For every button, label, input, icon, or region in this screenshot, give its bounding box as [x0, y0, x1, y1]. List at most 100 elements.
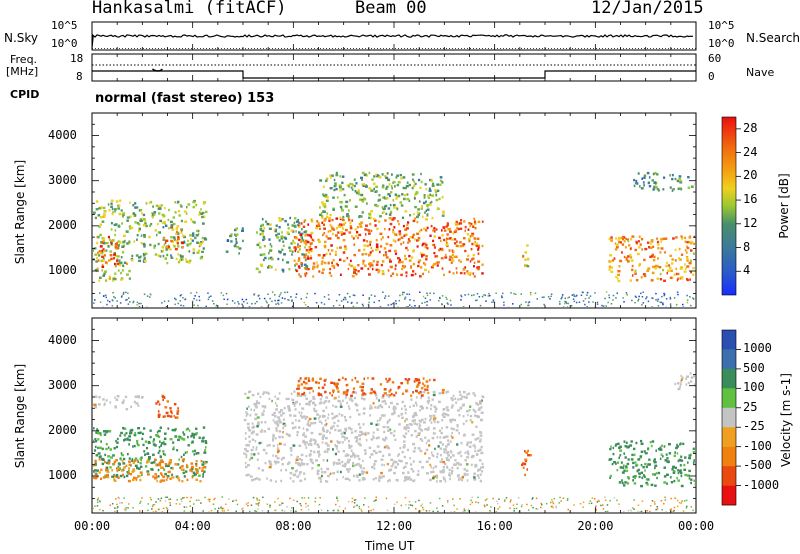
velocity-cell: [674, 466, 677, 470]
velocity-cell: [472, 408, 475, 411]
power-cell: [631, 274, 634, 277]
power-cell: [660, 238, 664, 241]
velocity-cell: [274, 415, 277, 418]
velocity-cell: [685, 383, 688, 386]
power-cell: [353, 271, 356, 274]
velocity-cell: [315, 440, 317, 443]
power-cell: [483, 294, 485, 296]
velocity-cell: [274, 395, 276, 398]
velocity-cell: [689, 372, 692, 375]
power-cell: [481, 272, 484, 275]
power-cell: [395, 197, 398, 200]
power-cell: [96, 257, 98, 260]
power-cell: [543, 296, 545, 298]
velocity-cell: [688, 477, 691, 480]
power-cell: [394, 185, 396, 188]
velocity-cell: [447, 500, 449, 502]
velocity-cell: [183, 510, 186, 512]
power-cell: [384, 204, 388, 208]
power-cell: [195, 299, 198, 301]
power-cell: [353, 178, 356, 181]
velocity-cell: [386, 394, 389, 397]
power-cell: [635, 179, 638, 183]
power-cell: [265, 300, 267, 302]
power-cell: [185, 258, 187, 261]
velocity-cell: [262, 392, 265, 396]
velocity-cell: [476, 474, 480, 477]
velocity-cell: [473, 472, 476, 475]
velocity-cell: [172, 446, 175, 449]
power-cell: [300, 222, 303, 225]
velocity-cell: [326, 459, 329, 462]
velocity-cell: [144, 440, 148, 443]
power-cell: [328, 216, 331, 220]
velocity-cell: [337, 441, 341, 444]
power-cell: [455, 244, 458, 248]
power-cell: [281, 231, 283, 234]
velocity-cell: [621, 466, 625, 469]
velocity-cell: [191, 433, 194, 437]
velocity-cell: [499, 506, 501, 508]
power-cell: [162, 249, 165, 253]
power-cell: [315, 226, 319, 230]
velocity-cell: [480, 411, 484, 414]
power-cell: [388, 217, 392, 220]
power-cell: [441, 214, 445, 217]
power-cell: [359, 215, 363, 218]
velocity-cell: [290, 453, 293, 457]
velocity-cell: [265, 452, 268, 455]
power-cell: [645, 297, 647, 300]
velocity-cell: [241, 508, 243, 510]
velocity-cell: [247, 473, 250, 477]
velocity-cell: [361, 382, 365, 385]
velocity-cell: [336, 497, 338, 500]
power-cell: [119, 199, 122, 202]
velocity-cell: [113, 462, 115, 466]
power-cell: [507, 306, 510, 307]
power-cell: [369, 251, 372, 254]
power-cell: [296, 245, 300, 249]
power-cell: [287, 227, 290, 230]
velocity-cell: [473, 409, 476, 412]
power-cell: [303, 219, 307, 222]
power-cell: [659, 278, 663, 281]
velocity-cell: [429, 463, 432, 467]
velocity-cell: [672, 466, 675, 469]
velocity-cell: [113, 478, 116, 481]
velocity-cell: [278, 418, 281, 422]
velocity-cell: [222, 507, 225, 510]
velocity-cell: [388, 479, 391, 482]
velocity-cell: [322, 429, 326, 433]
velocity-cell: [127, 471, 130, 475]
velocity-cell: [163, 479, 166, 482]
velocity-cell: [331, 509, 334, 512]
velocity-cell: [385, 497, 388, 500]
power-cell: [669, 186, 672, 189]
power-cell: [435, 194, 438, 197]
power-cell: [524, 264, 527, 267]
power-cell: [309, 248, 313, 251]
velocity-cell: [560, 500, 562, 502]
power-cell: [373, 187, 375, 191]
power-cell: [365, 184, 368, 187]
power-cell: [121, 245, 125, 248]
velocity-cell: [640, 471, 644, 474]
velocity-cell: [204, 462, 207, 465]
power-cell: [337, 264, 339, 267]
power-cell: [622, 238, 624, 241]
velocity-colorbar-label: Velocity [m s-1]: [779, 373, 793, 467]
power-cell: [350, 264, 353, 268]
power-cell: [256, 243, 260, 247]
power-cell: [616, 243, 619, 246]
power-cell: [303, 267, 307, 270]
power-cell: [375, 243, 379, 246]
velocity-cell: [403, 404, 406, 408]
velocity-cell: [121, 453, 124, 457]
power-cell: [93, 258, 95, 261]
power-cell: [114, 272, 117, 275]
power-cell: [406, 197, 410, 201]
velocity-cell: [473, 476, 476, 479]
velocity-colorbar-tick-label: -100: [743, 438, 772, 453]
power-cell: [210, 295, 212, 297]
velocity-cell: [617, 442, 620, 445]
